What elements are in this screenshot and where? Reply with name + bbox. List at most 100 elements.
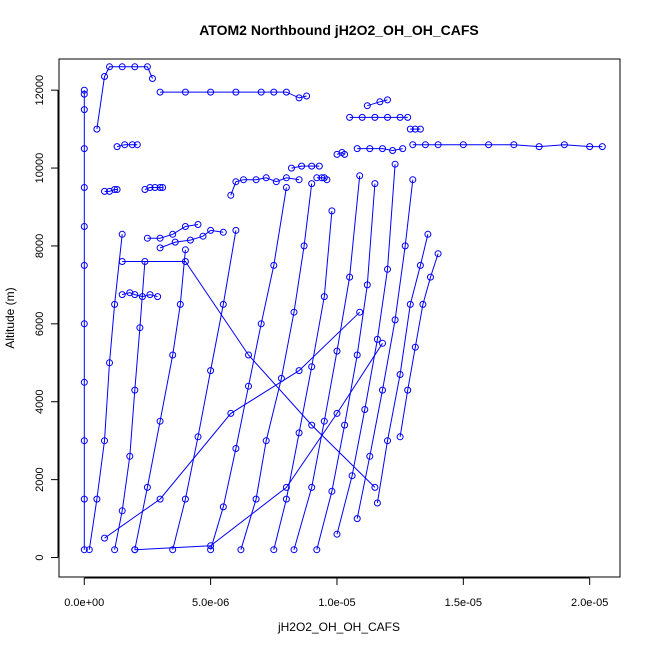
data-point: [290, 546, 298, 554]
data-point: [151, 184, 159, 191]
data-point: [290, 308, 298, 316]
data-point: [207, 226, 215, 234]
data-point: [328, 207, 336, 215]
data-point: [328, 487, 336, 495]
data-point: [159, 184, 167, 191]
data-point: [149, 75, 156, 82]
series-line: [412, 144, 603, 148]
data-point: [146, 184, 154, 191]
data-point: [313, 546, 321, 554]
data-point: [298, 162, 306, 170]
data-point: [111, 186, 119, 193]
data-point: [227, 191, 235, 199]
series-line: [210, 187, 287, 550]
data-point: [156, 495, 164, 503]
data-point: [366, 145, 374, 153]
data-point: [169, 351, 177, 359]
data-point: [346, 273, 354, 281]
data-point: [106, 63, 113, 71]
data-point: [227, 409, 235, 417]
data-point: [404, 386, 412, 394]
data-point: [416, 261, 424, 269]
series-line: [273, 210, 333, 550]
data-point: [371, 113, 379, 121]
data-point: [126, 452, 134, 460]
data-series: [290, 172, 364, 554]
data-point: [406, 300, 414, 308]
data-point: [169, 230, 177, 238]
data-point: [363, 102, 371, 110]
chart-title: ATOM2 Northbound jH2O2_OH_OH_CAFS: [199, 22, 479, 38]
x-axis-label: jH2O2_OH_OH_CAFS: [277, 620, 400, 634]
data-point: [295, 367, 303, 375]
data-point: [333, 530, 341, 538]
series-line: [399, 253, 439, 437]
data-point: [176, 300, 184, 308]
series-line: [144, 187, 163, 190]
data-point: [118, 291, 126, 299]
data-point: [356, 308, 364, 316]
data-series: [313, 180, 379, 554]
data-point: [131, 63, 139, 71]
series-line: [96, 66, 153, 130]
data-point: [121, 141, 129, 149]
data-point: [136, 324, 144, 332]
data-point: [80, 546, 88, 554]
data-point: [80, 223, 88, 230]
data-series: [313, 174, 331, 184]
data-series: [101, 186, 121, 195]
data-point: [143, 483, 151, 491]
data-point: [101, 437, 108, 445]
data-series: [353, 145, 407, 154]
data-point: [303, 92, 311, 100]
data-point: [101, 534, 108, 542]
data-point: [252, 176, 260, 184]
data-point: [308, 162, 316, 170]
data-point: [406, 125, 414, 133]
data-point: [434, 250, 442, 258]
data-point: [320, 417, 328, 425]
data-point: [421, 141, 429, 149]
data-point: [156, 234, 164, 242]
data-series: [101, 308, 364, 542]
y-axis-label: Altitude (m): [3, 287, 17, 348]
data-point: [391, 316, 399, 324]
data-point: [419, 300, 427, 308]
data-series: [118, 289, 162, 301]
data-point: [113, 186, 121, 193]
data-point: [240, 176, 247, 184]
y-tick-label: 8000: [34, 234, 46, 258]
data-point: [282, 88, 290, 96]
data-point: [93, 495, 101, 503]
data-point: [232, 445, 240, 452]
data-point: [560, 141, 568, 149]
data-series: [333, 160, 399, 538]
data-point: [510, 141, 518, 149]
data-point: [118, 230, 126, 238]
data-series: [227, 174, 303, 199]
series-line: [88, 234, 123, 550]
data-series: [80, 86, 88, 554]
series-line: [240, 183, 313, 550]
data-point: [181, 246, 189, 254]
series-line: [122, 292, 158, 298]
data-point: [262, 437, 270, 445]
data-series: [333, 149, 349, 158]
data-point: [207, 546, 215, 554]
data-point: [411, 125, 419, 133]
series-line: [122, 261, 376, 488]
data-point: [416, 125, 424, 133]
data-point: [384, 265, 391, 273]
x-axis: 0.0e+00 5.0e-06 1.0e-05 1.5e-05 2.0e-05: [64, 577, 608, 609]
data-point: [219, 228, 227, 236]
x-tick-label: 1.0e-05: [318, 597, 355, 609]
data-series: [396, 250, 442, 441]
data-point: [409, 176, 417, 184]
data-point: [171, 238, 179, 246]
data-point: [133, 141, 141, 149]
data-point: [101, 187, 108, 195]
series-line: [316, 183, 376, 550]
data-point: [101, 73, 108, 80]
data-point: [111, 546, 119, 554]
